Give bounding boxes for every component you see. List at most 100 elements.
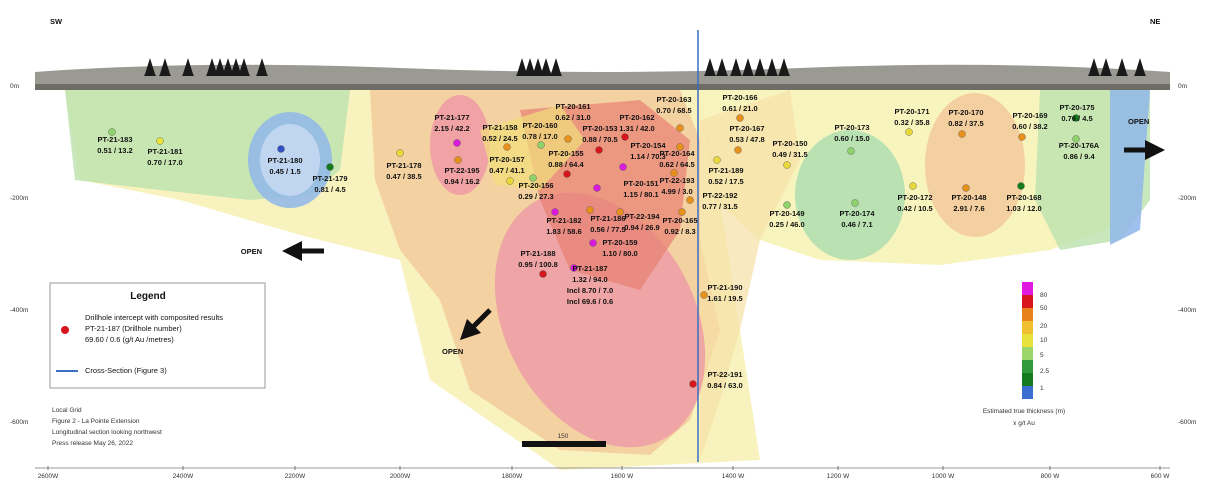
drillhole-dot [506,177,514,185]
drillhole-id: PT-20-162 [619,113,654,122]
drillhole-dot [909,182,917,190]
color-scale: 80 50 20 10 5 2.5 1 [1022,282,1049,399]
drillhole-result: 0.25 / 46.0 [769,220,804,229]
drillhole-result: 1.61 / 19.5 [707,294,742,303]
drillhole-id: PT-20-164 [659,149,695,158]
open-label: OPEN [442,347,463,356]
drillhole-dot [676,124,684,132]
drillhole-id: PT-21-183 [97,135,132,144]
drillhole-dot [962,184,970,192]
drillhole-id: PT-21-187 [572,264,607,273]
drillhole-result: 0.94 / 26.9 [624,223,659,232]
legend-text: 69.60 / 0.6 (g/t Au /metres) [85,335,174,344]
drillhole-dot [783,161,791,169]
drillhole-dot [326,163,334,171]
drillhole-id: PT-21-158 [482,123,517,132]
tree [222,58,234,76]
drillhole-result: 0.70 / 68.5 [656,106,691,115]
x-tick-label: 800 W [1041,473,1061,480]
drillhole-result: 0.52 / 24.5 [482,134,517,143]
scale-label: 20 [1040,323,1048,330]
tree [1088,58,1100,76]
note: Figure 2 - La Pointe Extension [52,418,140,425]
drillhole-result: 1.03 / 12.0 [1006,204,1041,213]
topography [35,64,1170,90]
tree [754,58,766,76]
drillhole-id: PT-20-167 [729,124,764,133]
drillhole-id: PT-20-168 [1006,193,1041,202]
y-tick-label: -400m [10,307,28,314]
grade-zones [65,90,1150,470]
drillhole-id: PT-22-193 [659,176,694,185]
open-label: OPEN [1128,117,1149,126]
drillhole-id: PT-20-153 [582,124,617,133]
drillhole-dot [537,141,545,149]
tree [256,58,268,76]
x-tick-label: 2200W [285,473,306,480]
scale-swatch [1022,282,1033,295]
drillhole-result: 0.84 / 63.0 [707,381,742,390]
y-tick-label: 0m [10,83,19,90]
drillhole-id: PT-20-175 [1059,103,1094,112]
drillhole-result: 1.15 / 80.1 [623,190,658,199]
drillhole-dot [713,156,721,164]
tree [516,58,528,76]
drillhole-id: PT-20-155 [548,149,583,158]
drillhole-dot [529,174,537,182]
drillhole-result: 0.52 / 17.5 [708,177,743,186]
note: Local Grid [52,407,82,414]
legend: Legend Drillhole intercept with composit… [49,282,266,389]
drillhole-result: 0.45 / 1.5 [269,167,300,176]
tree [540,58,552,76]
tree [214,58,226,76]
drillhole-dot [108,128,116,136]
drillhole-dot [453,139,461,147]
drillhole-dot [847,147,855,155]
drillhole-result: 0.78 / 17.0 [522,132,557,141]
drillhole-result: 0.56 / 77.5 [590,225,625,234]
x-tick-label: 600 W [1151,473,1171,480]
drillhole-id: PT-20-171 [894,107,929,116]
drillhole-id: PT-20-172 [897,193,932,202]
tree [238,58,250,76]
tree [1100,58,1112,76]
tree [1116,58,1128,76]
tree [716,58,728,76]
drillhole-id: PT-22-191 [707,370,742,379]
x-tick-label: 2000W [390,473,411,480]
drillhole-id: PT-20-148 [951,193,986,202]
drillhole-dot [621,133,629,141]
note: Longitudinal section looking northwest [52,429,162,436]
drillhole-result: 0.47 / 41.1 [489,166,524,175]
y-tick-label: 0m [1178,83,1187,90]
drillhole-result: 4.99 / 3.0 [661,187,692,196]
drillhole-id: PT-20-176A [1059,141,1100,150]
drillhole-result: 0.60 / 38.2 [1012,122,1047,131]
drillhole-dot [156,137,164,145]
drillhole-id: PT-20-151 [623,179,658,188]
tree [742,58,754,76]
scale-swatch [1022,360,1033,373]
drillhole-id: PT-20-169 [1012,111,1047,120]
drillhole-id: PT-20-174 [839,209,875,218]
scale-label: 80 [1040,292,1048,299]
tree [159,58,171,76]
note: Press release May 26, 2022 [52,440,133,447]
drillhole-id: PT-21-178 [386,161,421,170]
drillhole-id: PT-20-150 [772,139,807,148]
drillhole-id: PT-20-163 [656,95,691,104]
x-tick-label: 1000 W [932,473,955,480]
tree [524,58,536,76]
drillholes: PT-21-183 0.51 / 13.2 PT-21-181 0.70 / 17.0… [97,93,1100,390]
scale-label: 5 [1040,352,1044,359]
drillhole-dot [678,208,686,216]
drillhole-dot [676,143,684,151]
y-tick-label: -200m [1178,195,1196,202]
drillhole-result: 0.29 / 27.3 [518,192,553,201]
x-tick-label: 2400W [173,473,194,480]
scale-swatch [1022,308,1033,321]
tree [532,58,544,76]
legend-text: PT-21-187 (Drillhole number) [85,324,182,333]
y-tick-label: -200m [10,195,28,202]
